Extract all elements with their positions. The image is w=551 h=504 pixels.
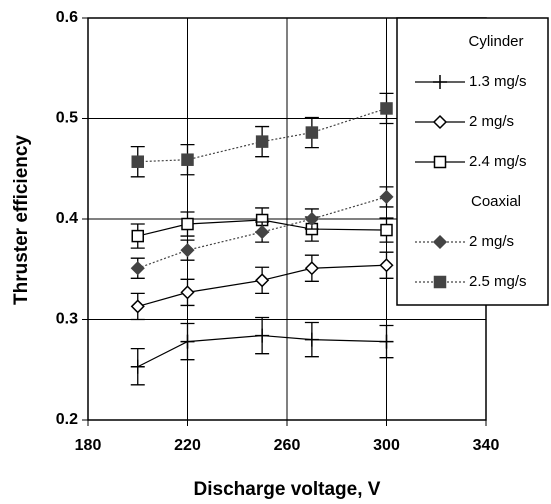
y-tick-label: 0.4	[56, 210, 78, 227]
marker	[305, 126, 319, 139]
legend-marker	[432, 114, 448, 130]
marker	[180, 334, 195, 349]
marker	[304, 211, 319, 227]
legend-label: 1.3 mg/s	[469, 73, 527, 90]
legend-label: 2.5 mg/s	[469, 273, 527, 290]
y-tick-label: 0.2	[56, 411, 78, 428]
legend-marker	[433, 275, 447, 289]
y-tick-label: 0.3	[56, 311, 78, 328]
marker	[380, 102, 393, 115]
marker	[130, 261, 145, 276]
legend-marker	[433, 155, 447, 169]
marker	[255, 273, 270, 288]
marker	[131, 229, 144, 243]
legend-label: 2 mg/s	[469, 233, 514, 250]
marker	[180, 243, 195, 258]
series-line	[137, 107, 387, 163]
y-tick-label: 0.6	[56, 9, 78, 26]
marker	[181, 217, 194, 231]
legend-marker	[433, 75, 447, 89]
marker	[131, 155, 144, 168]
marker	[255, 135, 269, 148]
marker	[130, 299, 145, 314]
marker	[181, 153, 194, 166]
marker	[255, 328, 270, 343]
x-tick-label: 260	[274, 437, 301, 454]
legend-group-title: Coaxial	[471, 193, 521, 210]
marker	[180, 285, 195, 300]
y-axis-label: Thruster efficiency	[11, 135, 32, 305]
marker	[379, 258, 394, 273]
marker	[304, 261, 319, 276]
y-tick-label: 0.5	[56, 110, 78, 127]
legend-marker	[432, 234, 448, 250]
marker	[379, 189, 394, 204]
legend-label: 2 mg/s	[469, 113, 514, 130]
x-tick-label: 300	[373, 437, 400, 454]
legend-group-title: Cylinder	[468, 33, 523, 50]
legend-label: 2.4 mg/s	[469, 153, 527, 170]
marker	[380, 223, 393, 237]
x-tick-label: 220	[174, 437, 201, 454]
x-tick-label: 180	[75, 437, 102, 454]
x-tick-label: 340	[473, 437, 500, 454]
marker	[379, 334, 394, 349]
legend: Cylinder 1.3 mg/s 2 mg/s 2.4 mg/s Coaxial 2 m…	[396, 17, 549, 306]
marker	[304, 332, 319, 347]
marker	[255, 225, 270, 240]
x-axis-label: Discharge voltage, V	[194, 479, 381, 500]
marker	[130, 359, 145, 374]
